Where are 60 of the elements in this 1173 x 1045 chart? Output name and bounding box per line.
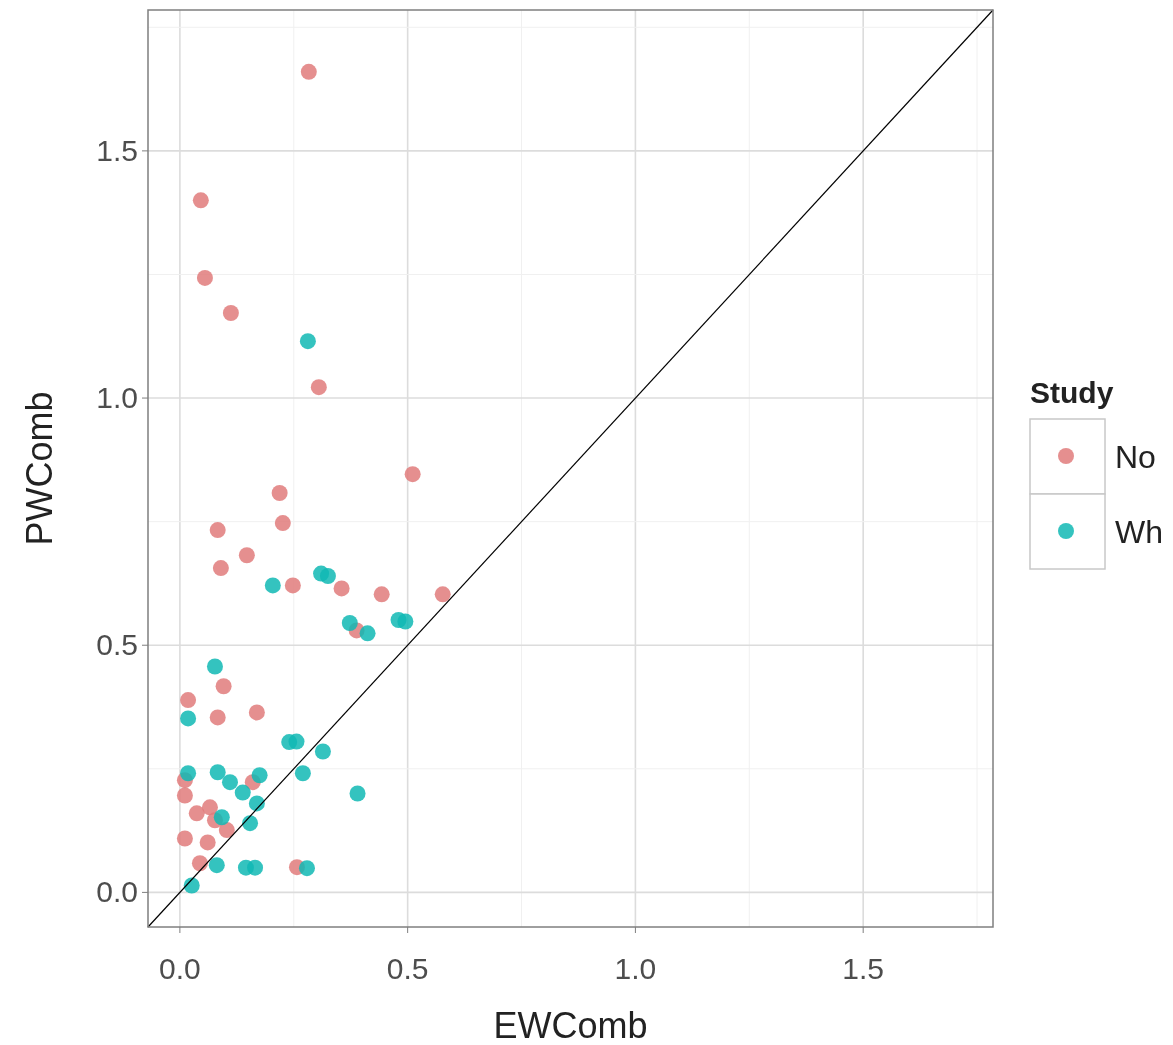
point [222, 774, 238, 791]
point [209, 764, 226, 781]
point [213, 809, 230, 826]
point [341, 614, 358, 631]
y-tick-label: 1.5 [96, 133, 138, 167]
point [349, 785, 366, 802]
point [180, 692, 197, 709]
x-tick-label: 0.0 [159, 952, 201, 985]
x-axis-title: EWComb [493, 1005, 648, 1045]
point [271, 484, 288, 501]
point [238, 547, 255, 564]
point [319, 568, 336, 585]
point [373, 586, 390, 603]
y-tick-label: 1.0 [96, 381, 138, 415]
point [180, 765, 197, 782]
point [434, 586, 451, 603]
y-tick-label: 0.0 [96, 875, 138, 909]
x-tick-label: 1.5 [842, 952, 885, 985]
legend-label: No [1115, 439, 1156, 475]
x-tick-label: 1.0 [614, 952, 657, 985]
point [191, 855, 208, 872]
y-axis-title: PWComb [19, 391, 60, 546]
point [310, 379, 327, 396]
point [248, 704, 265, 721]
legend-title: Study [1030, 376, 1114, 409]
point [247, 859, 264, 876]
point [209, 522, 226, 539]
point [234, 784, 251, 801]
point [209, 709, 226, 726]
point [176, 830, 193, 847]
point [176, 787, 193, 804]
point [218, 822, 235, 839]
point [359, 625, 376, 642]
point [288, 733, 305, 750]
legend-label: Wh [1115, 514, 1163, 550]
y-tick-label: 0.5 [96, 628, 138, 662]
point [404, 466, 421, 483]
point [199, 834, 216, 851]
point [208, 857, 225, 874]
point [196, 269, 213, 286]
point [397, 613, 414, 630]
point [188, 805, 205, 822]
point [222, 305, 239, 322]
point [298, 860, 315, 877]
point [206, 658, 223, 675]
point [294, 765, 311, 782]
point [300, 63, 317, 80]
point [274, 515, 291, 532]
point [284, 577, 301, 594]
point [299, 333, 316, 350]
point [180, 710, 197, 727]
point [212, 560, 229, 577]
point [251, 767, 268, 784]
point [333, 580, 350, 597]
point [201, 799, 218, 816]
point [314, 743, 331, 760]
point [192, 192, 209, 209]
point [264, 577, 281, 594]
point [215, 678, 232, 695]
x-tick-label: 0.5 [386, 952, 429, 985]
